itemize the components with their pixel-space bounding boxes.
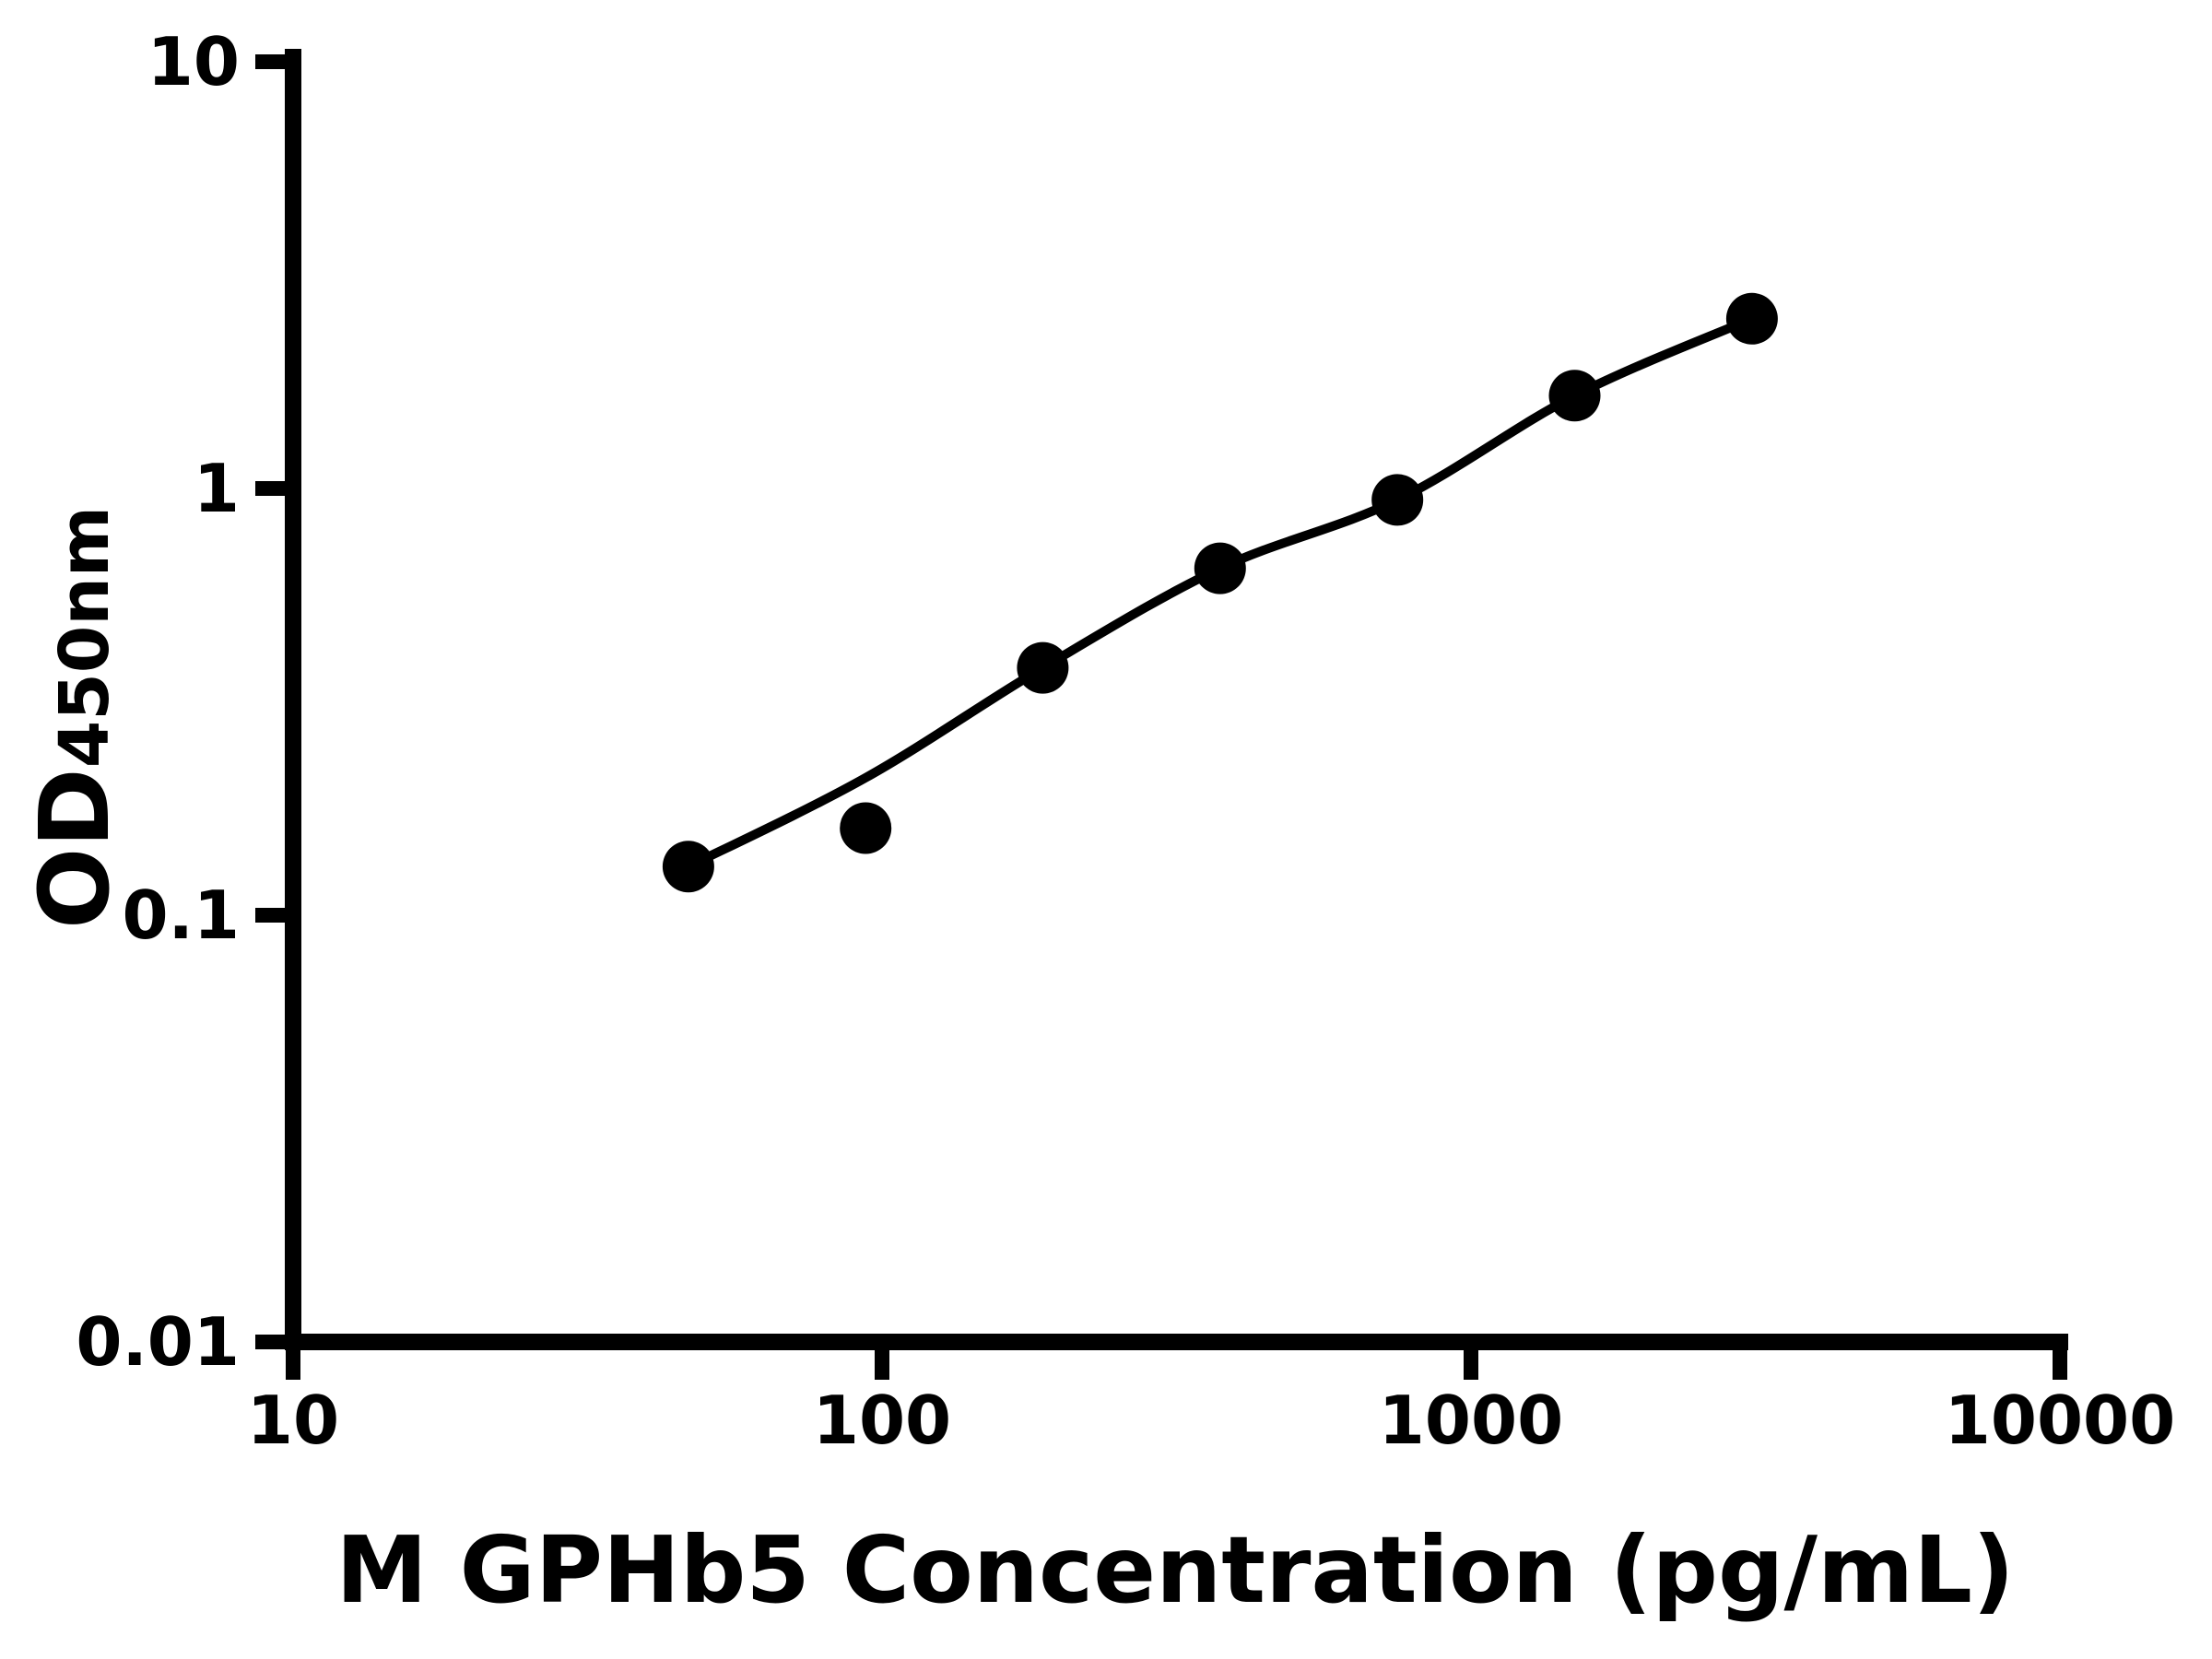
y-tick-label: 0.01 bbox=[76, 1303, 240, 1381]
x-axis-title: M GPHb5 Concentration (pg/mL) bbox=[335, 1516, 2014, 1624]
x-tick-label: 10000 bbox=[1945, 1382, 2176, 1459]
data-point bbox=[1725, 292, 1778, 345]
x-tick-label: 10 bbox=[247, 1382, 339, 1459]
y-axis-ticks: 10 1 0.1 0.01 bbox=[76, 23, 293, 1381]
data-point bbox=[1194, 542, 1246, 594]
y-tick-label: 0.1 bbox=[122, 877, 240, 954]
data-points-group bbox=[662, 292, 1778, 893]
y-axis-title-main: OD bbox=[18, 768, 131, 929]
data-point bbox=[1017, 641, 1069, 694]
x-axis-ticks: 10 100 1000 10000 bbox=[247, 1342, 2175, 1459]
x-tick-label: 100 bbox=[813, 1382, 951, 1459]
y-tick-label: 1 bbox=[194, 450, 240, 527]
axis-spines bbox=[285, 49, 2068, 1350]
data-point bbox=[1371, 474, 1424, 526]
data-point bbox=[662, 841, 714, 893]
y-axis-title: OD450nm bbox=[18, 506, 131, 929]
x-tick-label: 1000 bbox=[1379, 1382, 1563, 1459]
y-tick-label: 10 bbox=[147, 23, 240, 100]
y-axis-title-subscript: 450nm bbox=[45, 506, 124, 768]
data-point bbox=[840, 802, 892, 854]
data-point bbox=[1548, 370, 1601, 422]
